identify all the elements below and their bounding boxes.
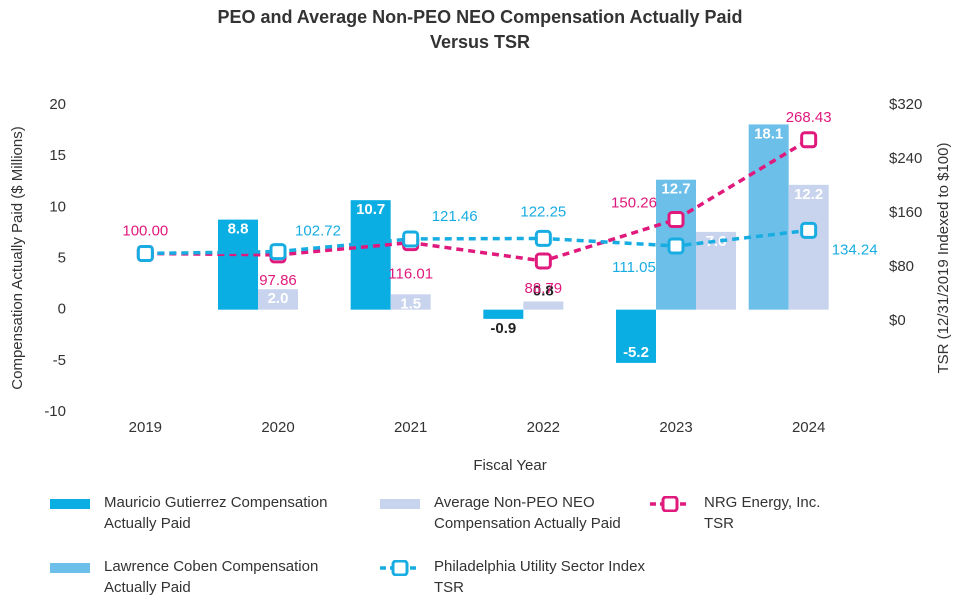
- x-tick-label: 2024: [792, 419, 825, 436]
- legend-swatch-bar: [50, 563, 90, 573]
- x-tick-label: 2023: [659, 419, 692, 436]
- bar: [616, 309, 656, 363]
- bar: [788, 184, 829, 310]
- line-marker: [269, 243, 287, 261]
- y2-axis-label: TSR (12/31/2019 Indexed to $100): [935, 143, 952, 374]
- bar: [218, 219, 258, 310]
- line-value-label: 97.86: [259, 272, 297, 289]
- legend-label: Average Non-PEO NEO Compensation Actuall…: [434, 494, 621, 532]
- y-tick-label: 20: [49, 96, 66, 113]
- legend-label: Philadelphia Utility Sector Index TSR: [434, 558, 645, 596]
- bar: [483, 309, 524, 319]
- y-tick-label: -10: [44, 403, 66, 420]
- bar-value-label: 2.0: [268, 290, 289, 307]
- line-value-label: 268.43: [786, 109, 832, 126]
- legend-label: Lawrence Coben Compensation Actually Pai…: [104, 558, 319, 596]
- line-marker: [402, 230, 420, 248]
- legend-swatch: [380, 499, 420, 509]
- legend-item: Average Non-PEO NEO Compensation Actuall…: [380, 492, 664, 534]
- bar-value-label: 8.8: [228, 221, 249, 238]
- x-tick-label: 2021: [394, 419, 427, 436]
- line: [145, 228, 809, 256]
- y-tick-label: -5: [53, 352, 66, 369]
- line-value-label: 111.05: [612, 259, 656, 276]
- y2-tick-label: $320: [889, 96, 922, 113]
- line-value-label: 150.26: [611, 194, 657, 211]
- bar: [696, 231, 736, 310]
- bar-value-label: 12.7: [661, 181, 690, 198]
- chart: PEO and Average Non-PEO NEO Compensation…: [9, 7, 952, 474]
- line-marker: [534, 229, 552, 247]
- bar-value-label: 0.8: [533, 282, 554, 299]
- line-value-label: 100.00: [122, 222, 168, 239]
- line-marker: [534, 252, 552, 270]
- legend-label: Mauricio Gutierrez Compensation Actually…: [104, 494, 328, 532]
- bar-value-label: -5.2: [623, 344, 649, 361]
- line-value-label: 122.25: [520, 203, 566, 220]
- bar: [748, 124, 789, 310]
- y2-tick-label: $160: [889, 204, 922, 221]
- bar-value-label: 7.6: [706, 233, 727, 250]
- y-tick-label: 10: [49, 198, 66, 215]
- line-value-label: 134.24: [832, 241, 878, 258]
- line-value-label: 88.79: [525, 280, 563, 297]
- x-axis-label: Fiscal Year: [473, 457, 546, 474]
- legend-item: Philadelphia Utility Sector Index TSR: [380, 556, 664, 598]
- legend-swatch-marker: [391, 560, 409, 576]
- line-marker: [136, 244, 154, 262]
- x-tick-label: 2019: [129, 419, 162, 436]
- line-marker: [667, 211, 685, 229]
- y-tick-label: 15: [49, 147, 66, 164]
- bar-value-label: 1.5: [400, 295, 421, 312]
- bar-value-label: 18.1: [754, 125, 783, 142]
- line-value-label: 121.46: [432, 208, 478, 225]
- line-marker: [800, 221, 818, 239]
- legend-swatch-bar: [50, 499, 90, 509]
- bar-value-label: 12.2: [794, 186, 823, 203]
- bar: [390, 294, 431, 310]
- bar: [523, 301, 564, 310]
- legend-item: Mauricio Gutierrez Compensation Actually…: [50, 492, 334, 534]
- chart-title: PEO and Average Non-PEO NEO Compensation…: [217, 7, 742, 27]
- bar-value-label: -0.9: [490, 320, 516, 337]
- legend-item: Lawrence Coben Compensation Actually Pai…: [50, 556, 334, 598]
- line-marker: [667, 237, 685, 255]
- y-tick-label: 5: [58, 249, 66, 266]
- x-tick-label: 2022: [527, 419, 560, 436]
- chart-title: Versus TSR: [430, 32, 530, 52]
- bar: [350, 200, 391, 310]
- legend-swatch: [50, 499, 90, 509]
- legend-swatch-marker: [661, 496, 679, 512]
- legend-swatch: [380, 560, 420, 576]
- bar-value-label: 10.7: [356, 201, 385, 218]
- legend-label: NRG Energy, Inc. TSR: [704, 494, 821, 532]
- legend-swatch: [650, 496, 690, 512]
- y-tick-label: 0: [58, 301, 66, 318]
- legend-item: NRG Energy, Inc. TSR: [650, 492, 844, 534]
- line-marker: [800, 131, 818, 149]
- line: [145, 138, 810, 263]
- bar: [258, 289, 298, 310]
- line-value-label: 102.72: [295, 223, 341, 240]
- y2-tick-label: $240: [889, 150, 922, 167]
- y2-tick-label: $0: [889, 312, 906, 329]
- legend-swatch-bar: [380, 499, 420, 509]
- legend-swatch: [50, 563, 90, 573]
- y2-tick-label: $80: [889, 258, 914, 275]
- x-tick-label: 2020: [261, 419, 294, 436]
- y-axis-label: Compensation Actually Paid ($ Millions): [9, 126, 26, 389]
- line-value-label: 116.01: [388, 266, 433, 283]
